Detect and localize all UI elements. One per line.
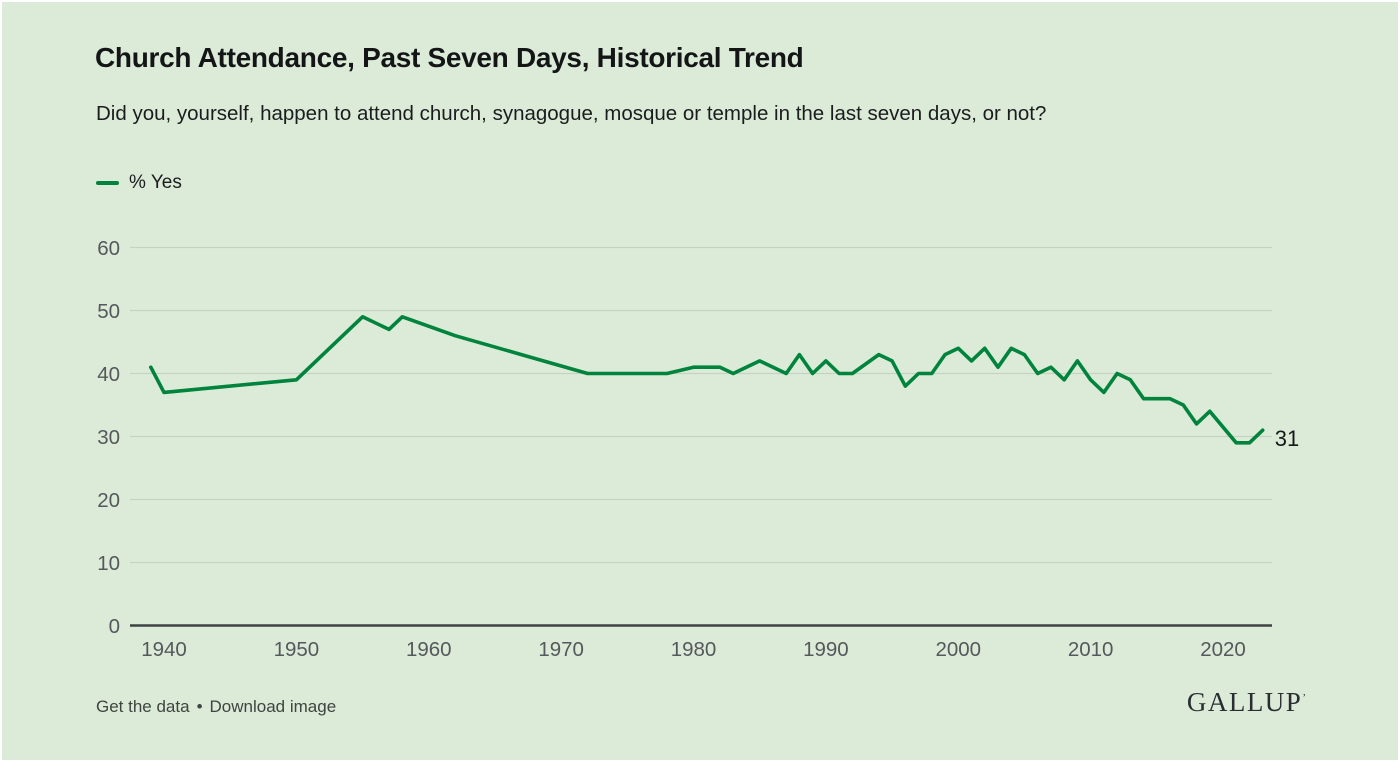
x-tick-label: 1990 — [803, 638, 849, 661]
y-tick-label: 20 — [97, 489, 120, 512]
x-tick-label: 1960 — [406, 638, 452, 661]
footer-links: Get the data • Download image — [96, 697, 336, 717]
chart-subtitle: Did you, yourself, happen to attend chur… — [96, 102, 1047, 125]
trademark-mark: ʼ — [1302, 692, 1306, 704]
gallup-logo: GALLUPʼ — [1186, 687, 1306, 717]
y-tick-label: 30 — [97, 426, 120, 449]
x-tick-label: 1950 — [274, 638, 320, 661]
chart-title: Church Attendance, Past Seven Days, Hist… — [95, 42, 804, 73]
x-tick-label: 1980 — [671, 638, 717, 661]
x-tick-label: 2020 — [1200, 638, 1246, 661]
legend-line-swatch — [96, 181, 119, 185]
trend-line-pct-yes — [149, 314, 1265, 445]
x-tick-label: 2000 — [935, 638, 981, 661]
legend: % Yes — [96, 172, 182, 194]
y-tick-label: 10 — [97, 552, 120, 575]
x-tick-label: 2010 — [1068, 638, 1114, 661]
legend-label: % Yes — [129, 172, 182, 193]
y-tick-label: 60 — [97, 237, 120, 260]
y-tick-label: 0 — [109, 615, 120, 638]
footer-separator: • — [196, 697, 203, 716]
get-the-data-link[interactable]: Get the data — [96, 697, 190, 716]
x-tick-label: 1970 — [538, 638, 584, 661]
x-tick-label: 1940 — [141, 638, 187, 661]
download-image-link[interactable]: Download image — [209, 697, 337, 716]
y-tick-label: 40 — [97, 363, 120, 386]
end-value-label: 31 — [1275, 426, 1299, 451]
y-tick-label: 50 — [97, 300, 120, 323]
